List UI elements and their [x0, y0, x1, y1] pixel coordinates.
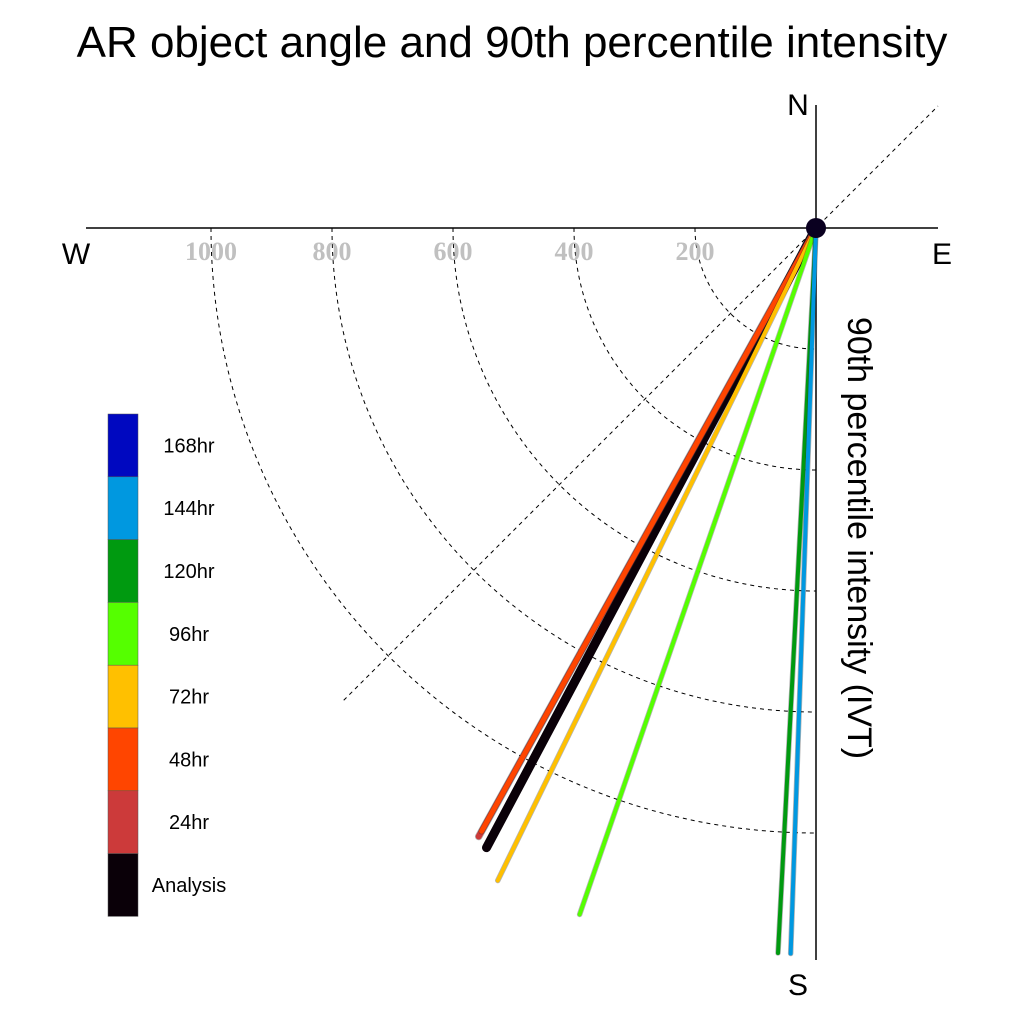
series-vector-72hr: [495, 226, 818, 883]
compass-north-label: N: [787, 89, 809, 122]
grid: [210, 105, 939, 834]
legend-label: Analysis: [152, 875, 226, 897]
grid-arc-1000: [210, 227, 817, 834]
legend-label: 144hr: [163, 498, 214, 520]
radial-tick-label: 400: [555, 237, 594, 266]
series-vector-48hr: [479, 225, 819, 834]
legend-swatch: [107, 476, 139, 540]
radial-tick-labels: 200 400 600 800 1000: [185, 237, 715, 266]
chart-title: AR object angle and 90th percentile inte…: [77, 18, 948, 67]
legend-swatch: [107, 727, 139, 792]
grid-arc-200: [694, 227, 817, 350]
grid-arc-800: [331, 227, 817, 713]
origin-dot: [806, 218, 826, 238]
legend-swatch: [107, 664, 139, 729]
radial-tick-label: 800: [313, 237, 352, 266]
series-vector-144hr: [788, 226, 818, 956]
legend-label: 24hr: [169, 812, 209, 834]
legend-label: 120hr: [163, 561, 214, 583]
legend-swatch: [107, 602, 139, 666]
legend-label: 168hr: [163, 435, 214, 457]
legend-label: 96hr: [169, 624, 209, 646]
radial-tick-label: 600: [434, 237, 473, 266]
series-vector-120hr: [776, 226, 818, 956]
legend-swatch: [107, 790, 139, 854]
series-vectors: [474, 223, 821, 957]
compass-west-label: W: [62, 238, 91, 271]
y-axis-label: 90th percentile intensity (IVT): [840, 317, 878, 759]
legend-swatch: [107, 853, 139, 917]
radial-tick-label: 200: [676, 237, 715, 266]
compass-south-label: S: [788, 969, 808, 1002]
legend-label: 72hr: [169, 687, 209, 709]
compass-east-label: E: [932, 238, 952, 271]
legend-swatch: [107, 413, 139, 478]
radial-tick-label: 1000: [185, 237, 237, 266]
legend: 168hr 144hr 120hr 96hr 72hr 48hr 24hr Analysis: [107, 413, 226, 917]
legend-swatch: [107, 539, 139, 603]
legend-label: 48hr: [169, 749, 209, 771]
series-vector-96hr: [577, 226, 818, 917]
